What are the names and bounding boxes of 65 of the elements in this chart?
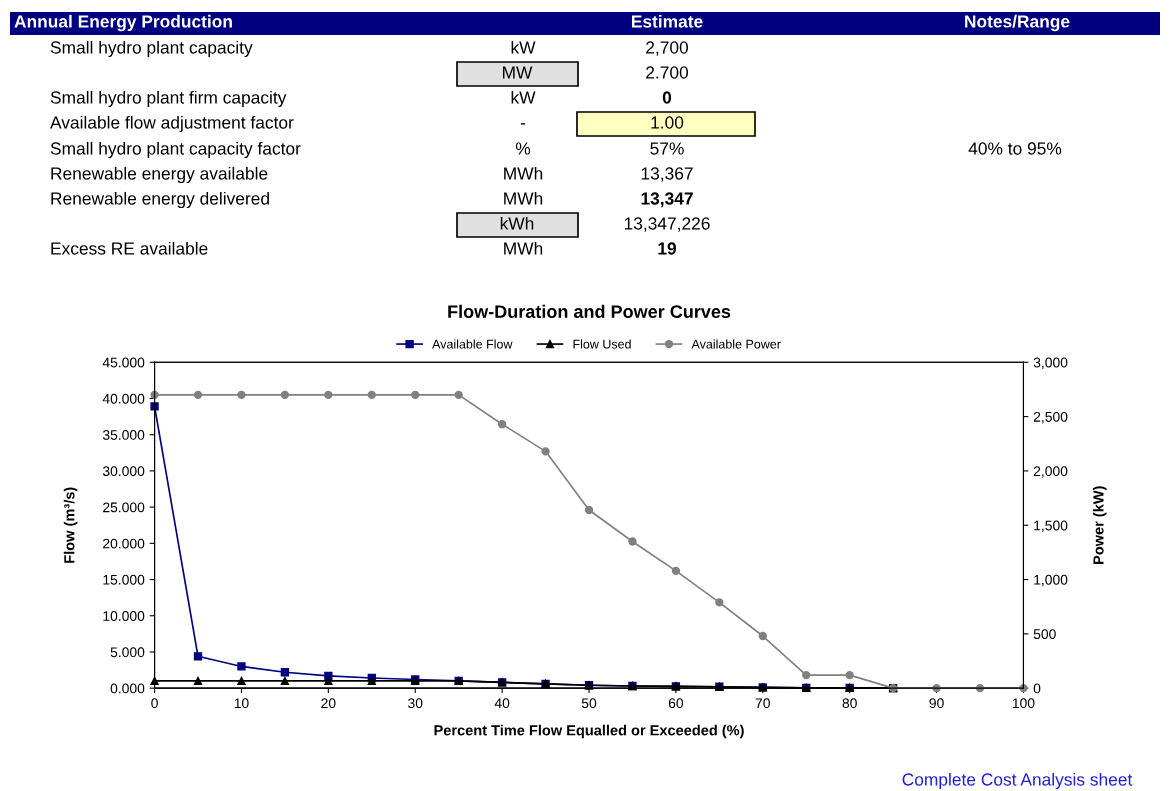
text: Excess RE available	[51, 241, 208, 255]
y-axis-title: Flow (m³/s)	[63, 487, 78, 563]
text: 57%	[650, 142, 684, 155]
text: MW	[503, 66, 533, 79]
text: kW	[511, 90, 536, 104]
x-tick-label: 60	[668, 698, 684, 709]
y2-tick-label: 0	[1033, 683, 1041, 694]
text: 2.700	[646, 66, 689, 79]
text: Estimate	[631, 14, 703, 28]
y-tick-label: 15.000	[103, 574, 145, 585]
text: 1.00	[651, 116, 684, 129]
x-tick-label: 90	[929, 698, 944, 709]
legend-label: Available Power	[691, 339, 781, 349]
text: 0	[662, 91, 672, 104]
text: Annual Energy Production	[14, 14, 232, 32]
x-tick-label: 80	[842, 698, 857, 709]
x-tick-label: 100	[1012, 698, 1035, 709]
y2-tick-label: 2,000	[1033, 466, 1068, 478]
text: 13,347	[641, 192, 693, 208]
text: 40% to 95%	[968, 142, 1062, 155]
text: Complete Cost Analysis sheet	[902, 772, 1133, 790]
x-tick-label: 30	[408, 698, 423, 709]
text: MWh	[504, 241, 543, 255]
y-tick-label: 25.000	[103, 502, 145, 513]
y2-tick-label: 500	[1033, 629, 1056, 640]
x-tick-label: 10	[234, 698, 249, 709]
x-tick-label: 40	[494, 698, 510, 709]
y-tick-label: 10.000	[103, 611, 145, 621]
text: %	[515, 142, 531, 155]
text: MWh	[504, 166, 543, 180]
y-tick-label: 45.000	[102, 357, 145, 368]
text: 19	[658, 242, 677, 255]
x-tick-label: 70	[755, 698, 770, 709]
y-tick-label: 20.000	[103, 538, 145, 549]
y2-axis-title: Power (kW)	[1092, 486, 1107, 564]
legend-label: Available Flow	[432, 339, 513, 349]
text: kW	[511, 40, 536, 54]
y-tick-label: 30.000	[102, 466, 145, 477]
text: 2,700	[646, 41, 689, 56]
text: kWh	[500, 216, 534, 230]
text: Notes/Range	[965, 14, 1070, 32]
text: Small hydro plant capacity factor	[50, 141, 301, 159]
y2-tick-label: 1,000	[1034, 574, 1068, 587]
text: 13,347,226	[624, 217, 710, 232]
y2-tick-label: 1,500	[1034, 520, 1068, 533]
text: Small hydro plant firm capacity	[50, 90, 287, 108]
chart-title: Flow-Duration and Power Curves	[448, 304, 731, 319]
x-tick-label: 0	[151, 698, 158, 709]
y-tick-label: 35.000	[102, 430, 145, 440]
y-tick-label: 5.000	[110, 647, 145, 658]
y2-tick-label: 3,000	[1033, 357, 1068, 370]
text: -	[520, 123, 526, 125]
text: MWh	[504, 191, 543, 205]
text: Renewable energy available	[51, 166, 268, 184]
y2-tick-label: 2,500	[1033, 411, 1068, 424]
text: Renewable energy delivered	[51, 191, 269, 209]
text: Available flow adjustment factor	[50, 115, 294, 133]
y-tick-label: 0.000	[110, 683, 145, 694]
text: Small hydro plant capacity	[50, 40, 253, 58]
y-tick-label: 40.000	[102, 393, 145, 404]
x-axis-title: Percent Time Flow Equalled or Exceeded (%)	[434, 724, 744, 739]
legend-label: Flow Used	[573, 339, 631, 349]
x-tick-label: 50	[581, 698, 597, 709]
x-tick-label: 20	[321, 698, 336, 709]
text: 13,367	[641, 167, 693, 182]
